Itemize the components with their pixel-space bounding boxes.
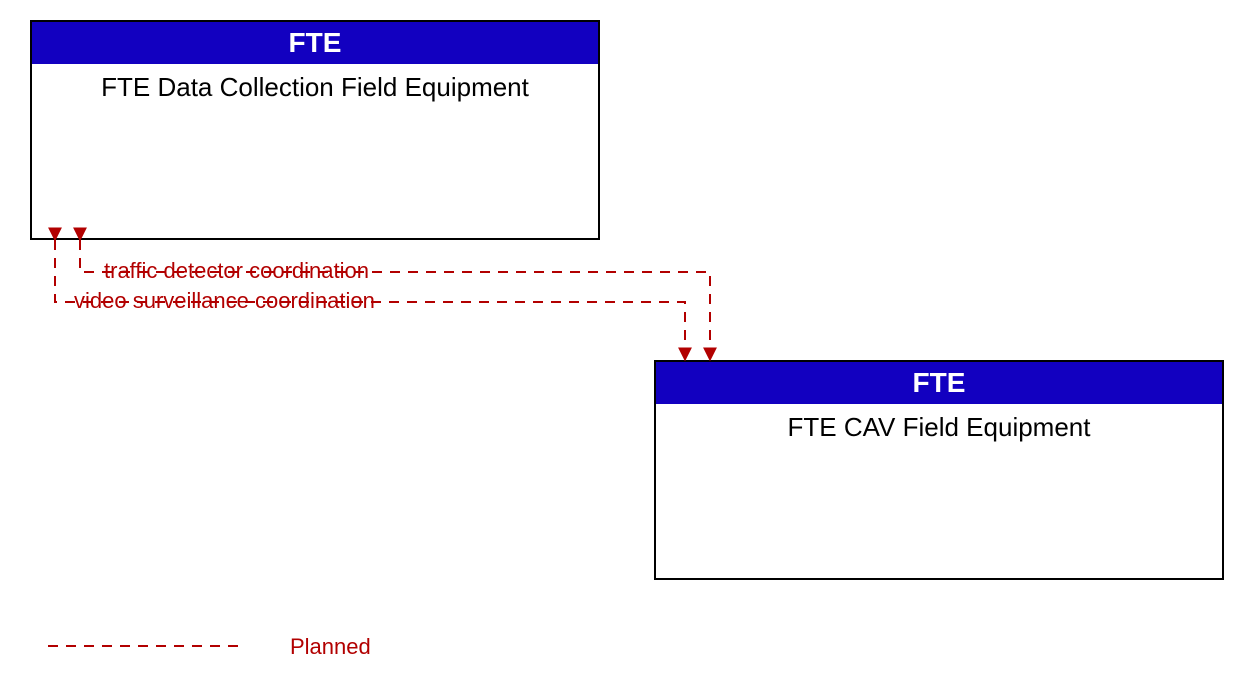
node-header-text: FTE [289, 27, 342, 58]
node-header: FTE [32, 22, 598, 64]
node-body: FTE CAV Field Equipment [656, 404, 1222, 578]
node-header-text: FTE [913, 367, 966, 398]
node-fte-cav: FTE FTE CAV Field Equipment [654, 360, 1224, 580]
node-body: FTE Data Collection Field Equipment [32, 64, 598, 238]
node-body-text: FTE CAV Field Equipment [788, 412, 1091, 442]
flow-label-traffic-detector: traffic detector coordination [100, 258, 373, 284]
legend-label: Planned [290, 634, 371, 660]
node-body-text: FTE Data Collection Field Equipment [101, 72, 529, 102]
node-fte-data-collection: FTE FTE Data Collection Field Equipment [30, 20, 600, 240]
flow-label-video-surveillance: video surveillance coordination [70, 288, 379, 314]
node-header: FTE [656, 362, 1222, 404]
